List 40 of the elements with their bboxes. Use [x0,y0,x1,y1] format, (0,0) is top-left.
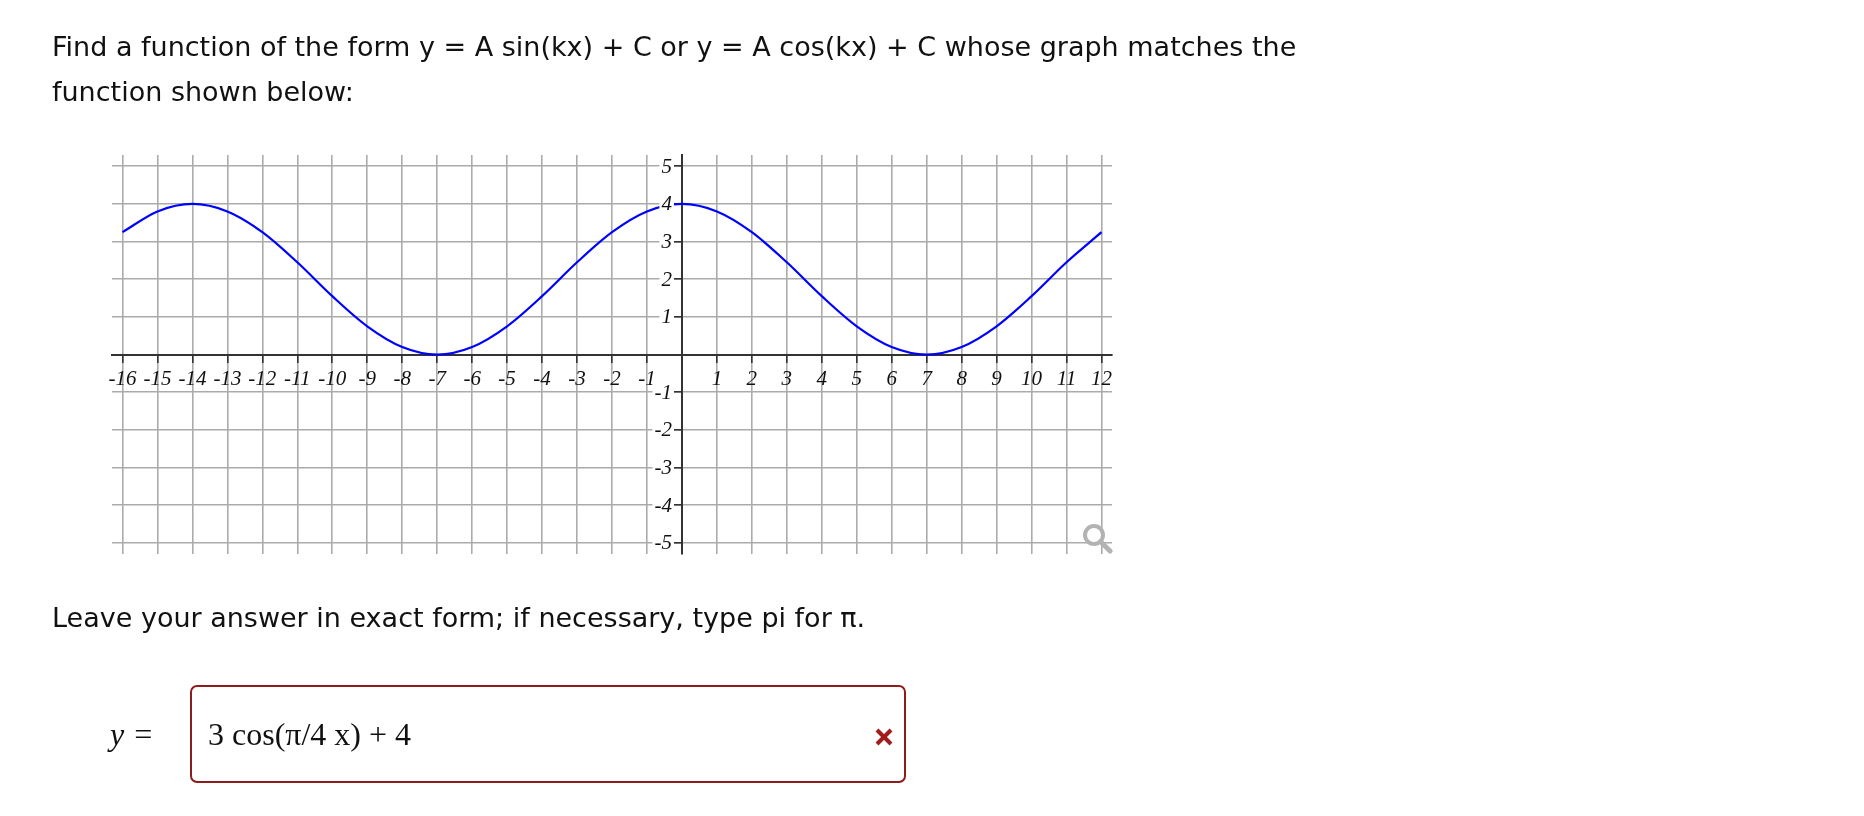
y-tick-label: 4 [661,191,673,216]
x-tick-label: -10 [318,365,347,390]
x-tick-label: -1 [638,365,656,390]
x-tick-label: -6 [463,365,482,390]
x-tick-label: -4 [533,365,552,390]
y-tick-label: 2 [661,266,673,291]
x-tick-label: -7 [428,365,448,390]
chart-title: Find a function of the form y = A sin(kx) + C or y = A cos(kx) + C whose graph matches the function shown below: [52,30,1298,109]
x-tick-label: 6 [886,365,898,390]
y-tick-label: -4 [654,492,673,517]
x-tick-label: 11 [1056,365,1077,390]
answer-field: 3 cos(π/4 x) + 4 [190,685,906,783]
x-tick-label: -15 [143,365,172,390]
x-tick-label: -11 [284,365,311,390]
x-tick-label: 9 [991,365,1003,390]
y-tick-label: 1 [661,304,672,329]
x-tick-label: 3 [780,365,793,390]
x-tick-label: -13 [213,365,242,390]
x-tick-label: 10 [1021,365,1043,390]
y-tick-label: -3 [654,454,672,479]
x-tick-label: 7 [921,365,934,390]
y-tick-label: -5 [654,530,672,555]
x-tick-label: 4 [816,365,828,390]
x-tick-label: -14 [178,365,207,390]
x-tick-label: -9 [358,365,377,390]
x-tick-label: 5 [851,365,863,390]
x-tick-label: -3 [568,365,586,390]
x-tick-label: -16 [108,365,137,390]
x-tick-label: 1 [711,365,723,390]
x-tick-label: 12 [1091,365,1113,390]
y-tick-label: 3 [660,229,672,254]
x-tick-label: -5 [498,365,516,390]
x-tick-label: 8 [956,365,968,390]
x-tick-label: -8 [393,365,412,390]
y-tick-label: 5 [661,153,672,178]
text: Leave your answer in exact form; if necessary, type pi for π. [52,601,866,635]
y-tick-label: -2 [654,417,673,442]
x-tick-label: 2 [746,365,758,390]
x-tick-label: -2 [603,365,622,390]
x-tick-label: -12 [248,365,277,390]
